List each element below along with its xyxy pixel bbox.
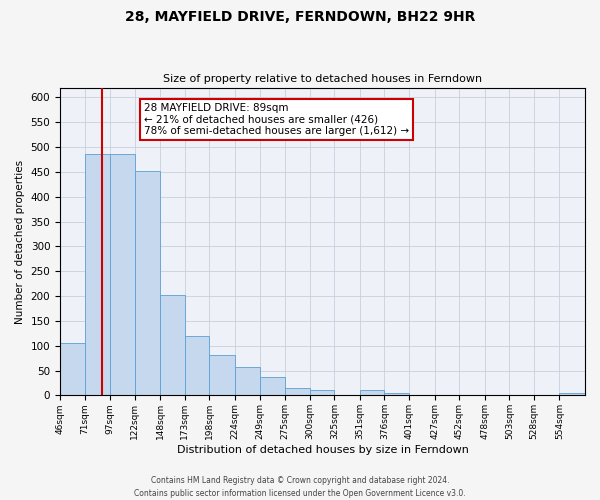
Bar [235, 367, 260, 396]
Bar [559, 393, 585, 396]
Text: Contains HM Land Registry data © Crown copyright and database right 2024.
Contai: Contains HM Land Registry data © Crown c… [134, 476, 466, 498]
Bar [85, 154, 110, 396]
Y-axis label: Number of detached properties: Number of detached properties [15, 160, 25, 324]
Text: 28 MAYFIELD DRIVE: 89sqm
← 21% of detached houses are smaller (426)
78% of semi-: 28 MAYFIELD DRIVE: 89sqm ← 21% of detach… [144, 103, 409, 136]
Bar [185, 336, 209, 396]
Bar [360, 390, 385, 396]
Bar [135, 171, 160, 396]
Bar [209, 354, 235, 396]
Bar [385, 393, 409, 396]
Bar [260, 377, 285, 396]
Bar [60, 344, 85, 396]
Bar [160, 294, 185, 396]
Title: Size of property relative to detached houses in Ferndown: Size of property relative to detached ho… [163, 74, 482, 84]
Bar [110, 154, 135, 396]
Text: 28, MAYFIELD DRIVE, FERNDOWN, BH22 9HR: 28, MAYFIELD DRIVE, FERNDOWN, BH22 9HR [125, 10, 475, 24]
X-axis label: Distribution of detached houses by size in Ferndown: Distribution of detached houses by size … [176, 445, 469, 455]
Bar [310, 390, 334, 396]
Bar [285, 388, 310, 396]
